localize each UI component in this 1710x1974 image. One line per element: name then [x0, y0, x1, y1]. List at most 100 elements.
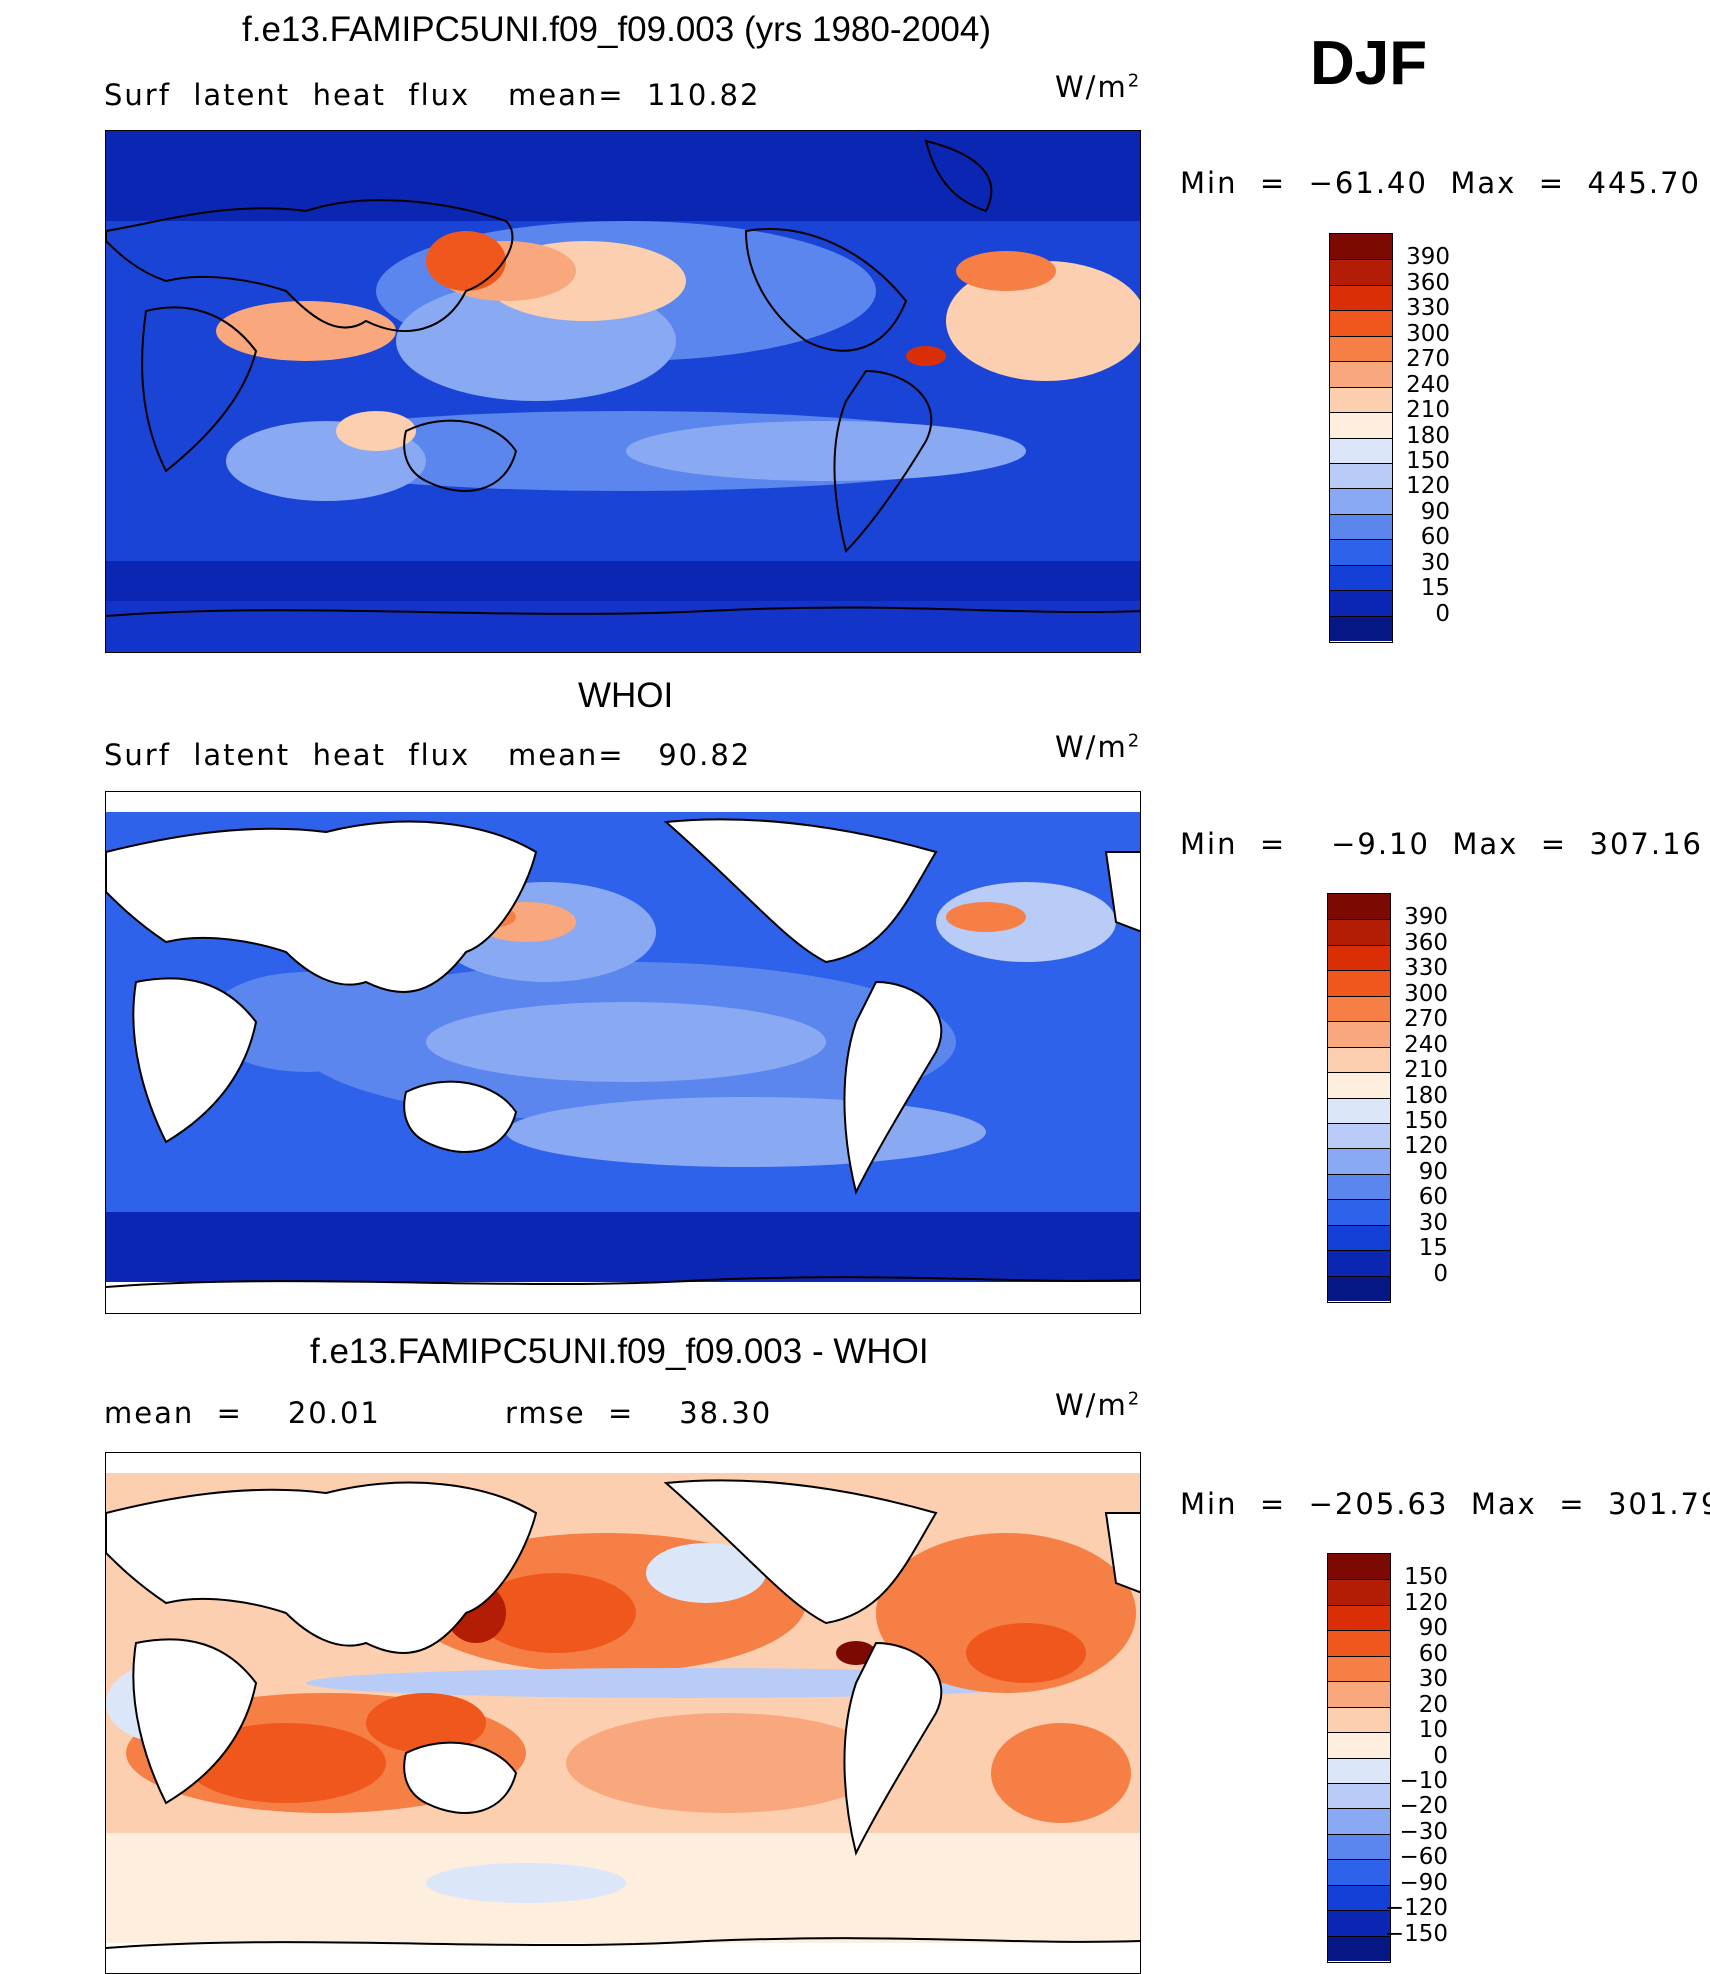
- colorbar-label: 60: [1418, 1640, 1448, 1667]
- panel2-map: [105, 791, 1141, 1314]
- units-base: W/m: [1055, 1388, 1128, 1422]
- colorbar-box: [1328, 1910, 1390, 1936]
- colorbar-box: [1330, 590, 1392, 616]
- panel1-variable-label: Surf latent heat flux: [104, 78, 471, 112]
- colorbar-label: 390: [1404, 904, 1448, 931]
- colorbar-label: 210: [1404, 1057, 1448, 1084]
- colorbar-label: 330: [1404, 955, 1448, 982]
- colorbar-box: [1330, 234, 1392, 260]
- panel3-map: [105, 1452, 1141, 1974]
- colorbar-box: [1330, 259, 1392, 285]
- colorbar-label: 0: [1435, 600, 1450, 627]
- colorbar-label: 60: [1420, 524, 1450, 551]
- colorbar-label: 330: [1406, 295, 1450, 322]
- colorbar-label: −10: [1399, 1767, 1448, 1794]
- colorbar-box: [1330, 615, 1392, 641]
- units-base: W/m: [1055, 730, 1128, 764]
- colorbar-box: [1328, 1046, 1390, 1073]
- panel2-variable-label: Surf latent heat flux: [104, 738, 471, 772]
- panel3-units: W/m2: [1055, 1388, 1141, 1422]
- panel2-units: W/m2: [1055, 730, 1141, 764]
- colorbar-box: [1328, 1275, 1390, 1301]
- units-exponent: 2: [1127, 730, 1142, 752]
- colorbar-box: [1328, 1655, 1390, 1682]
- colorbar-box: [1328, 970, 1390, 996]
- colorbar-box: [1328, 944, 1390, 971]
- colorbar-box: [1330, 335, 1392, 362]
- colorbar-label: 150: [1406, 447, 1450, 474]
- colorbar-label: 180: [1404, 1082, 1448, 1109]
- colorbar-label: −120: [1384, 1895, 1448, 1922]
- panel1-mean-label: mean= 110.82: [508, 78, 761, 112]
- panel3-rmse-label: rmse = 38.30: [505, 1396, 773, 1430]
- colorbar-label: 120: [1404, 1133, 1448, 1160]
- colorbar-box: [1330, 361, 1392, 387]
- colorbar-box: [1328, 1173, 1390, 1200]
- panel3-minmax: Min = −205.63 Max = 301.79: [1180, 1487, 1710, 1521]
- colorbar-box: [1328, 1757, 1390, 1783]
- colorbar-label: 90: [1418, 1615, 1448, 1642]
- colorbar-box: [1328, 1706, 1390, 1733]
- colorbar-box: [1328, 1579, 1390, 1605]
- season-label: DJF: [1310, 29, 1428, 98]
- colorbar-box: [1328, 1554, 1390, 1580]
- colorbar-label: 270: [1406, 346, 1450, 373]
- colorbar-box: [1328, 1833, 1390, 1860]
- units-exponent: 2: [1127, 1388, 1142, 1410]
- colorbar-box: [1330, 437, 1392, 463]
- colorbar-box: [1330, 564, 1392, 591]
- colorbar-label: 300: [1406, 320, 1450, 347]
- colorbar-box: [1328, 1224, 1390, 1251]
- colorbar-label: 360: [1404, 929, 1448, 956]
- colorbar-box: [1328, 894, 1390, 920]
- panel2-title: WHOI: [578, 676, 674, 715]
- colorbar-box: [1330, 412, 1392, 438]
- panel1-colorbar: [1329, 233, 1393, 643]
- colorbar-label: 300: [1404, 980, 1448, 1007]
- colorbar-label: 90: [1420, 498, 1450, 525]
- units-base: W/m: [1055, 70, 1128, 104]
- panel1-units: W/m2: [1055, 70, 1141, 104]
- colorbar-box: [1330, 310, 1392, 336]
- colorbar-label: 360: [1406, 269, 1450, 296]
- panel2-mean-label: mean= 90.82: [508, 738, 752, 772]
- colorbar-box: [1328, 919, 1390, 945]
- colorbar-label: 10: [1418, 1717, 1448, 1744]
- colorbar-box: [1328, 1859, 1390, 1885]
- colorbar-label: 30: [1420, 549, 1450, 576]
- colorbar-label: −150: [1384, 1920, 1448, 1947]
- colorbar-box: [1330, 513, 1392, 540]
- colorbar-box: [1330, 539, 1392, 565]
- colorbar-box: [1328, 1122, 1390, 1149]
- panel2-colorbar: [1327, 893, 1391, 1303]
- colorbar-box: [1328, 1199, 1390, 1225]
- panel3-title: f.e13.FAMIPC5UNI.f09_f09.003 - WHOI: [310, 1332, 929, 1371]
- colorbar-label: 60: [1418, 1184, 1448, 1211]
- colorbar-box: [1328, 1630, 1390, 1656]
- colorbar-box: [1328, 1884, 1390, 1911]
- colorbar-box: [1328, 1072, 1390, 1098]
- colorbar-box: [1328, 1935, 1390, 1961]
- panel3-mean-label: mean = 20.01: [104, 1396, 381, 1430]
- colorbar-label: −30: [1399, 1818, 1448, 1845]
- colorbar-box: [1330, 386, 1392, 413]
- panel3-colorbar: [1327, 1553, 1391, 1963]
- colorbar-label: 30: [1418, 1209, 1448, 1236]
- units-exponent: 2: [1127, 70, 1142, 92]
- colorbar-label: 270: [1404, 1006, 1448, 1033]
- colorbar-label: 15: [1420, 575, 1450, 602]
- colorbar-label: 150: [1404, 1107, 1448, 1134]
- colorbar-label: 240: [1406, 371, 1450, 398]
- colorbar-box: [1330, 462, 1392, 489]
- colorbar-box: [1330, 284, 1392, 311]
- colorbar-label: 30: [1418, 1666, 1448, 1693]
- panel1-map: [105, 130, 1141, 653]
- colorbar-box: [1328, 1604, 1390, 1631]
- colorbar-label: −20: [1399, 1793, 1448, 1820]
- colorbar-box: [1328, 1097, 1390, 1123]
- colorbar-label: 150: [1404, 1564, 1448, 1591]
- colorbar-label: 120: [1406, 473, 1450, 500]
- colorbar-box: [1328, 1021, 1390, 1047]
- colorbar-label: 180: [1406, 422, 1450, 449]
- colorbar-label: 20: [1418, 1691, 1448, 1718]
